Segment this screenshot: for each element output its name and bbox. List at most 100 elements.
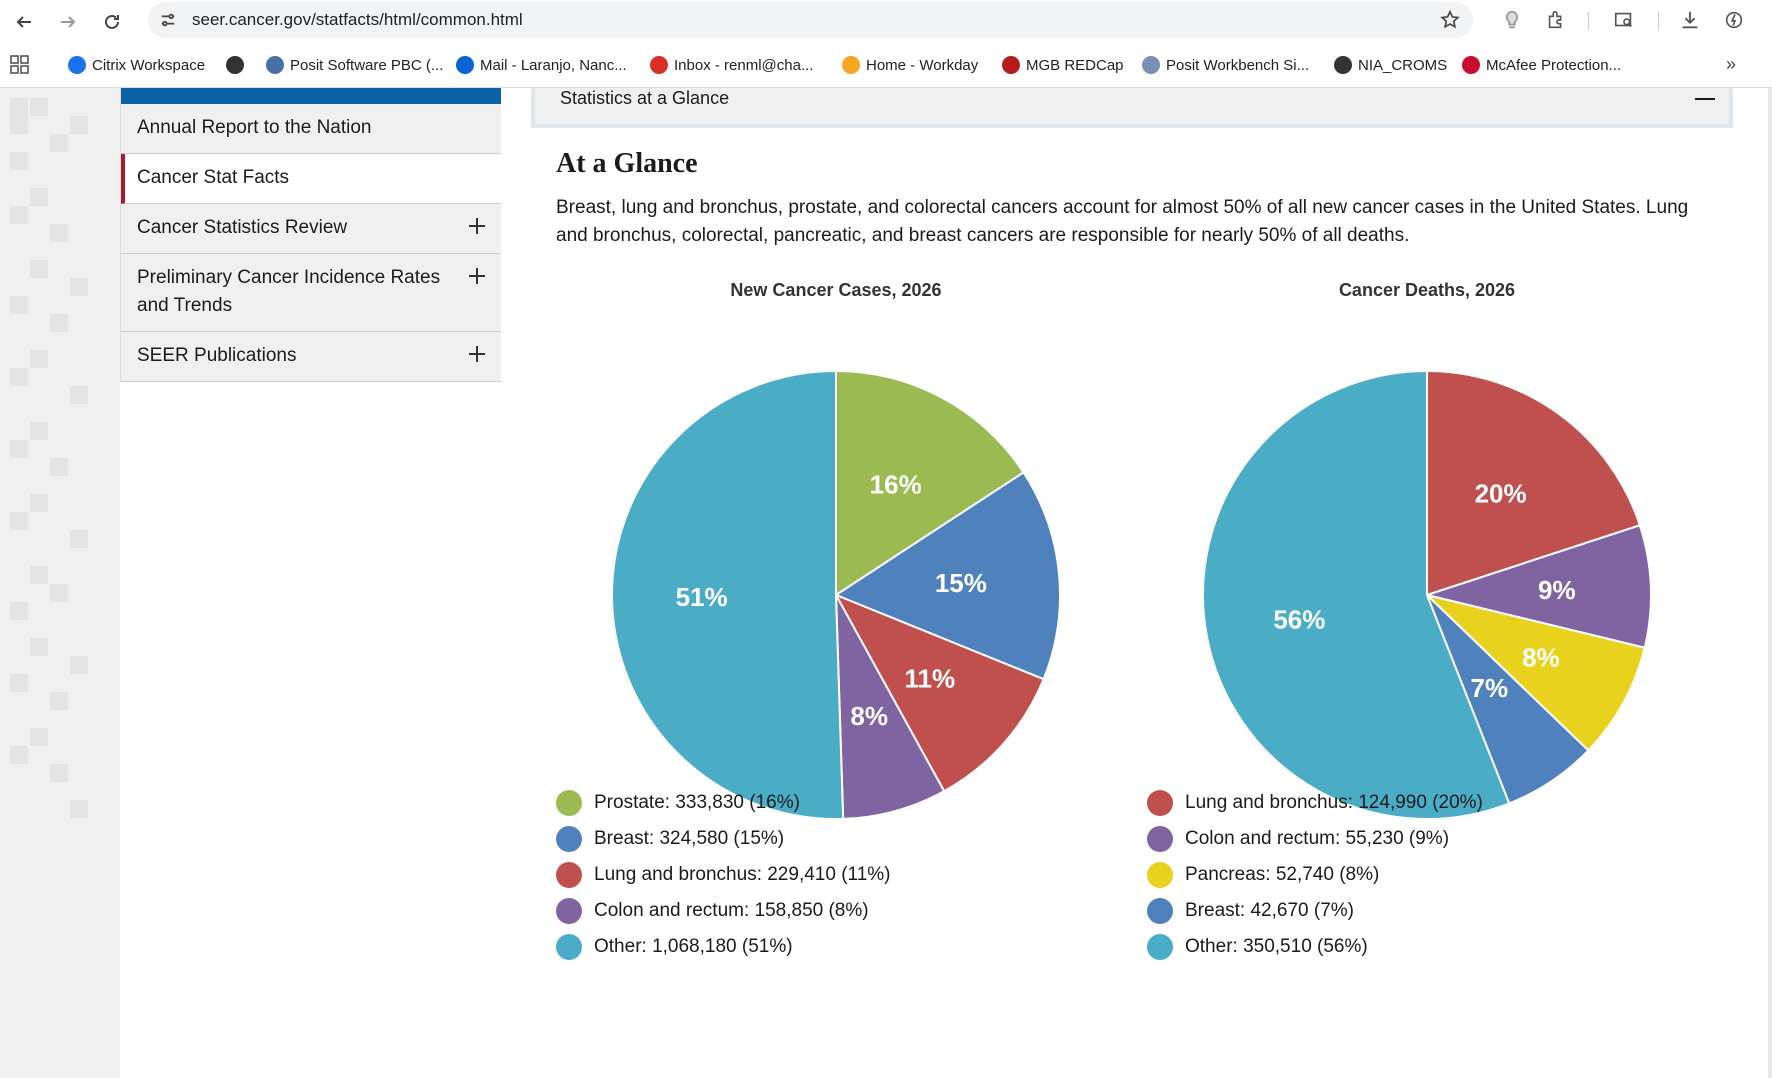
pie-slice[interactable] bbox=[1423, 593, 1646, 752]
legend-label: Breast: 324,580 (15%) bbox=[594, 828, 785, 849]
legend-label: Breast: 42,670 (7%) bbox=[1185, 900, 1354, 921]
legend-label: Prostate: 333,830 (16%) bbox=[594, 792, 800, 813]
bookmark-item[interactable]: MGB REDCap bbox=[1002, 54, 1124, 76]
expand-plus-icon[interactable] bbox=[467, 344, 487, 364]
legend-label: Lung and bronchus: 229,410 (11%) bbox=[594, 864, 891, 885]
bookmarks-more-button[interactable]: » bbox=[1725, 54, 1736, 74]
sidenav-item[interactable]: Cancer Statistics Review bbox=[121, 204, 501, 254]
citrix-icon bbox=[68, 56, 86, 74]
slice-percent-label: 8% bbox=[1522, 643, 1560, 673]
bookmark-item[interactable]: Inbox - renml@cha... bbox=[650, 54, 813, 76]
apps-grid-icon[interactable] bbox=[10, 55, 30, 75]
bookmark-label: Posit Workbench Si... bbox=[1166, 56, 1310, 74]
bookmark-item[interactable]: McAfee Protection... bbox=[1462, 54, 1621, 76]
accordion-title: Statistics at a Glance bbox=[560, 88, 730, 108]
slice-percent-label: 9% bbox=[1538, 575, 1576, 605]
slice-percent-label: 8% bbox=[850, 701, 888, 731]
bookmark-item[interactable] bbox=[226, 54, 244, 76]
bookmark-label: Citrix Workspace bbox=[92, 56, 206, 74]
legend-swatch bbox=[556, 826, 582, 852]
bookmark-item[interactable]: Citrix Workspace bbox=[68, 54, 205, 76]
bookmark-item[interactable]: Posit Software PBC (... bbox=[266, 54, 443, 76]
globe-icon bbox=[226, 56, 244, 74]
statistics-accordion-header[interactable]: Statistics at a Glance bbox=[531, 88, 1733, 128]
legend-item: Breast: 42,670 (7%) bbox=[1147, 893, 1483, 929]
legend-swatch bbox=[556, 862, 582, 888]
outlook-icon bbox=[456, 56, 474, 74]
bookmark-label: Inbox - renml@cha... bbox=[674, 56, 814, 74]
sidenav-item[interactable]: Cancer Stat Facts bbox=[121, 154, 501, 204]
pie-slice[interactable] bbox=[1426, 369, 1642, 597]
scrollbar-track[interactable] bbox=[1768, 88, 1772, 1078]
sidenav-item[interactable]: Annual Report to the Nation bbox=[121, 104, 501, 154]
bookmark-label: McAfee Protection... bbox=[1486, 56, 1622, 74]
sidenav-item-label: Preliminary Cancer Incidence Rates and T… bbox=[137, 267, 441, 316]
tab-search-icon[interactable] bbox=[1612, 8, 1636, 32]
posit-workbench-icon bbox=[1142, 56, 1160, 74]
pie-slice[interactable] bbox=[1202, 369, 1511, 820]
legend-swatch bbox=[1147, 934, 1173, 960]
slice-percent-label: 15% bbox=[935, 568, 987, 598]
forward-arrow-icon[interactable] bbox=[52, 6, 84, 38]
pie-charts-svg: 16% 15% 11% 8% 51% 20% 9% 8% 7% 56% bbox=[611, 369, 1652, 820]
bookmark-item[interactable]: Posit Workbench Si... bbox=[1142, 54, 1309, 76]
sidenav-item[interactable]: SEER Publications bbox=[121, 332, 501, 382]
legend-label: Lung and bronchus: 124,990 (20%) bbox=[1185, 792, 1483, 813]
collapse-minus-icon[interactable] bbox=[1695, 98, 1715, 100]
pie-slice[interactable] bbox=[1423, 524, 1652, 649]
intro-paragraph: Breast, lung and bronchus, prostate, and… bbox=[556, 197, 1689, 246]
chart-title: Cancer Deaths, 2026 bbox=[1338, 280, 1516, 300]
url-text[interactable]: seer.cancer.gov/statfacts/html/common.ht… bbox=[192, 10, 523, 29]
bookmark-label: NIA_CROMS bbox=[1358, 56, 1448, 74]
chart-legend: Lung and bronchus: 124,990 (20%) Colon an… bbox=[1147, 785, 1483, 965]
legend-item: Prostate: 333,830 (16%) bbox=[556, 785, 890, 821]
sidenav-item-label: Cancer Statistics Review bbox=[137, 217, 348, 238]
reload-icon[interactable] bbox=[96, 6, 128, 38]
slice-percent-label: 56% bbox=[1273, 604, 1325, 634]
side-navigation: Annual Report to the Nation Cancer Stat F… bbox=[120, 88, 501, 382]
pie-slice[interactable] bbox=[835, 594, 946, 820]
pie-slice[interactable] bbox=[611, 369, 845, 820]
bookmark-label: MGB REDCap bbox=[1026, 56, 1124, 74]
pie-slice[interactable] bbox=[833, 593, 1045, 793]
legend-label: Colon and rectum: 158,850 (8%) bbox=[594, 900, 869, 921]
expand-plus-icon[interactable] bbox=[467, 266, 487, 286]
pie-slice[interactable] bbox=[833, 471, 1061, 681]
section-heading: At a Glance bbox=[556, 148, 698, 179]
bookmark-item[interactable]: Home - Workday bbox=[842, 54, 978, 76]
site-info-icon[interactable] bbox=[156, 8, 180, 32]
bookmark-label: Home - Workday bbox=[866, 56, 979, 74]
legend-item: Other: 1,068,180 (51%) bbox=[556, 929, 890, 965]
slice-percent-label: 51% bbox=[676, 582, 728, 612]
main-content: At a Glance Breast, lung and bronchus, p… bbox=[556, 148, 1716, 250]
bookmark-label: Posit Software PBC (... bbox=[290, 56, 444, 74]
slice-percent-label: 11% bbox=[904, 663, 955, 693]
browser-toolbar: seer.cancer.gov/statfacts/html/common.ht… bbox=[0, 0, 1772, 88]
performance-icon[interactable] bbox=[1722, 8, 1746, 32]
back-arrow-icon[interactable] bbox=[8, 6, 40, 38]
legend-item: Other: 350,510 (56%) bbox=[1147, 929, 1483, 965]
legend-swatch bbox=[1147, 862, 1173, 888]
legend-swatch bbox=[556, 898, 582, 924]
posit-icon bbox=[266, 56, 284, 74]
chart-legend: Prostate: 333,830 (16%) Breast: 324,580 (… bbox=[556, 785, 890, 965]
download-icon[interactable] bbox=[1678, 8, 1702, 32]
sidenav-item-label: Annual Report to the Nation bbox=[137, 117, 372, 138]
bookmark-item[interactable]: Mail - Laranjo, Nanc... bbox=[456, 54, 627, 76]
chart-title: New Cancer Cases, 2026 bbox=[730, 280, 942, 300]
expand-plus-icon[interactable] bbox=[467, 216, 487, 236]
legend-label: Colon and rectum: 55,230 (9%) bbox=[1185, 828, 1450, 849]
pie-slice[interactable] bbox=[835, 369, 1025, 597]
extensions-icon[interactable] bbox=[1544, 8, 1568, 32]
sidenav-item-label: Cancer Stat Facts bbox=[137, 167, 290, 188]
bookmark-star-icon[interactable] bbox=[1439, 9, 1461, 31]
address-bar[interactable]: seer.cancer.gov/statfacts/html/common.ht… bbox=[148, 2, 1473, 38]
workday-icon bbox=[842, 56, 860, 74]
slice-percent-label: 7% bbox=[1471, 673, 1509, 703]
legend-label: Pancreas: 52,740 (8%) bbox=[1185, 864, 1380, 885]
sidenav-item[interactable]: Preliminary Cancer Incidence Rates and T… bbox=[121, 254, 501, 332]
legend-label: Other: 1,068,180 (51%) bbox=[594, 936, 793, 957]
lightbulb-icon[interactable] bbox=[1500, 8, 1524, 32]
bookmark-item[interactable]: NIA_CROMS bbox=[1334, 54, 1447, 76]
decorative-background bbox=[0, 88, 120, 1078]
